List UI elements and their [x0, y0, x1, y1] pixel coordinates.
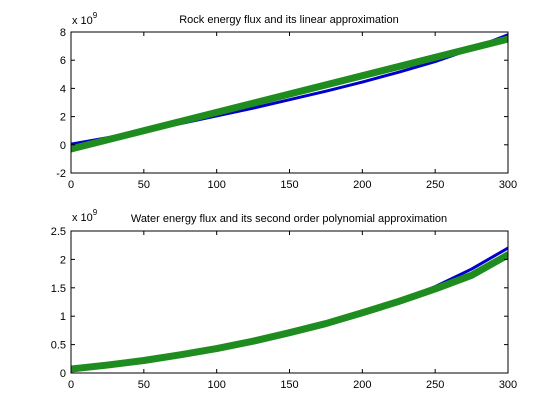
rock-y-tick-label: -2	[56, 168, 66, 180]
rock-subplot: Rock energy flux and its linear approxim…	[56, 11, 517, 191]
rock-y-tick-label: 4	[60, 83, 66, 95]
water-x-tick-label: 300	[499, 379, 517, 391]
rock-subplot-title: Rock energy flux and its linear approxim…	[179, 14, 399, 26]
water-subplot: Water energy flux and its second order p…	[51, 208, 517, 391]
rock-x-tick-label: 150	[280, 179, 298, 191]
water-y-exponent: x 109	[72, 208, 98, 224]
water-y-tick-label: 1	[60, 311, 66, 323]
water-y-exponent-power: 9	[93, 208, 98, 217]
water-y-tick-label: 0	[60, 368, 66, 380]
rock-y-tick-label: 0	[60, 140, 66, 152]
rock-y-tick-label: 6	[60, 55, 66, 67]
water-y-tick-label: 2	[60, 254, 66, 266]
water-x-tick-label: 150	[280, 379, 298, 391]
rock-x-tick-label: 50	[138, 179, 150, 191]
rock-y-tick-label: 2	[60, 112, 66, 124]
rock-x-tick-label: 200	[353, 179, 371, 191]
rock-x-tick-label: 100	[207, 179, 225, 191]
rock-series-fit-line	[71, 35, 508, 153]
water-x-tick-label: 50	[138, 379, 150, 391]
water-x-tick-label: 0	[68, 379, 74, 391]
rock-y-exponent-base: x 10	[72, 15, 93, 27]
rock-y-exponent: x 109	[72, 11, 98, 27]
rock-y-tick-label: 8	[60, 27, 66, 39]
water-y-tick-label: 0.5	[51, 340, 66, 352]
water-y-tick-label: 2.5	[51, 226, 66, 238]
rock-x-tick-label: 300	[499, 179, 517, 191]
rock-x-tick-label: 250	[426, 179, 444, 191]
water-subplot-title: Water energy flux and its second order p…	[131, 213, 447, 225]
water-series-group	[71, 246, 508, 373]
water-series-fit-line	[71, 251, 508, 373]
water-x-tick-label: 200	[353, 379, 371, 391]
water-x-tick-label: 250	[426, 379, 444, 391]
rock-y-exponent-power: 9	[93, 11, 98, 20]
water-y-tick-label: 1.5	[51, 283, 66, 295]
rock-x-tick-label: 0	[68, 179, 74, 191]
water-plot-area: 0 50 100 150 200 250 300 0 0.5 1 1.5 2 2.5	[51, 226, 517, 391]
water-x-tick-label: 100	[207, 379, 225, 391]
rock-series-group	[71, 33, 508, 153]
water-y-exponent-base: x 10	[72, 212, 93, 224]
